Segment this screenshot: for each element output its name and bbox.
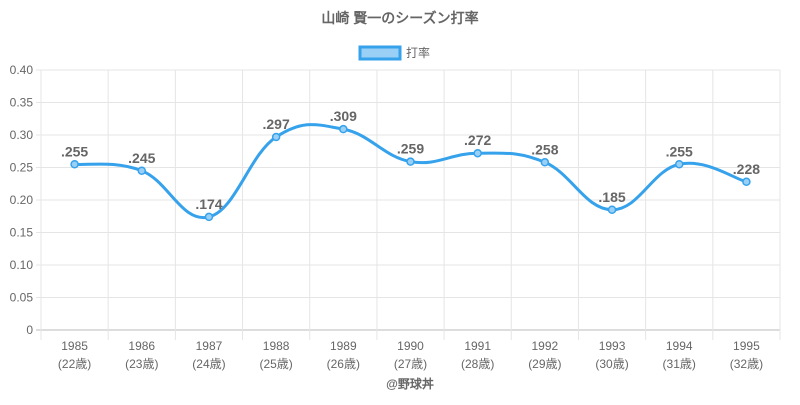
y-tick-label: 0.10 — [10, 258, 34, 272]
chart-title: 山崎 賢一のシーズン打率 — [321, 10, 478, 26]
data-point — [339, 124, 348, 134]
y-tick-label: 0.30 — [10, 128, 34, 142]
y-tick-label: 0.05 — [10, 291, 34, 305]
x-tick-age-label: (25歳) — [259, 357, 292, 371]
data-label: .228 — [733, 161, 760, 177]
data-label: .258 — [531, 141, 558, 157]
x-tick-age-label: (28歳) — [461, 357, 494, 371]
y-tick-label: 0 — [26, 323, 33, 337]
data-point — [607, 205, 617, 214]
data-label: .272 — [464, 132, 491, 148]
x-tick-age-label: (29歳) — [528, 357, 561, 371]
x-tick-age-label: (32歳) — [730, 357, 763, 371]
data-label: .297 — [263, 116, 290, 132]
x-tick-label: 1995 — [733, 339, 760, 353]
data-label: .255 — [61, 143, 88, 159]
x-tick-age-label: (30歳) — [595, 357, 628, 371]
data-label: .309 — [330, 108, 357, 124]
x-tick-label: 1990 — [397, 339, 424, 353]
data-label: .259 — [397, 141, 424, 157]
x-tick-label: 1985 — [61, 339, 88, 353]
data-point — [70, 160, 79, 169]
data-label: .255 — [666, 143, 693, 159]
y-tick-label: 0.20 — [10, 193, 34, 207]
legend[interactable]: 打率 — [358, 45, 430, 61]
data-label: .245 — [128, 150, 155, 166]
x-tick-age-label: (31歳) — [663, 357, 696, 371]
x-tick-label: 1986 — [128, 339, 155, 353]
x-tick-label: 1993 — [599, 339, 626, 353]
y-tick-label: 0.25 — [10, 161, 34, 175]
y-tick-label: 0.15 — [10, 226, 34, 240]
data-point — [137, 166, 147, 175]
data-label: .185 — [598, 189, 625, 205]
x-tick-age-label: (24歳) — [192, 357, 225, 371]
x-tick-label: 1989 — [330, 339, 357, 353]
legend-label: 打率 — [406, 45, 430, 60]
x-tick-age-label: (27歳) — [394, 357, 427, 371]
data-label: .174 — [195, 196, 222, 212]
data-point — [271, 132, 281, 142]
y-tick-label: 0.35 — [10, 96, 34, 110]
x-tick-age-label: (22歳) — [58, 357, 91, 371]
legend-swatch — [358, 45, 402, 61]
x-tick-age-label: (23歳) — [125, 357, 158, 371]
x-tick-age-label: (26歳) — [327, 357, 360, 371]
x-tick-label: 1991 — [464, 339, 491, 353]
x-tick-label: 1988 — [263, 339, 290, 353]
data-point — [674, 160, 684, 169]
data-point — [204, 212, 214, 222]
footer-credit: @野球丼 — [386, 376, 434, 391]
x-tick-label: 1987 — [196, 339, 223, 353]
y-tick-label: 0.40 — [10, 63, 34, 77]
data-point — [742, 177, 751, 187]
x-tick-label: 1994 — [666, 339, 693, 353]
data-point — [473, 148, 482, 158]
data-point — [406, 157, 415, 166]
data-point — [540, 158, 550, 167]
x-tick-label: 1992 — [532, 339, 559, 353]
